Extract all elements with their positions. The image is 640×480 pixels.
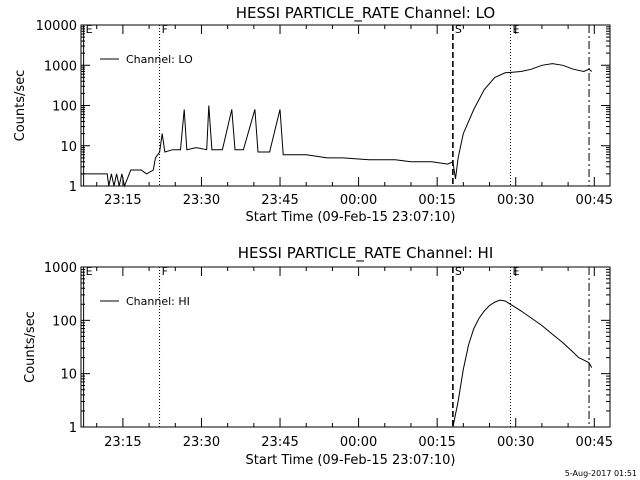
x-tick-label: 23:45 [261,435,298,450]
x-tick-label: 00:15 [418,193,455,208]
y-tick-label: 10 [60,368,77,383]
chart-title: HESSI PARTICLE_RATE Channel: LO [236,4,495,23]
event-marker-label: F [162,23,168,36]
event-marker-label: E [512,265,519,278]
event-marker-label: S [455,23,462,36]
lo-channel-plot: HESSI PARTICLE_RATE Channel: LO 1 10 100 100… [13,4,613,225]
x-tick-label: 00:45 [576,435,613,450]
event-marker-label: E [86,265,93,278]
y-tick-label: 1 [69,180,77,195]
series-line [81,63,593,188]
x-axis-label: Start Time (09-Feb-15 23:07:10) [246,210,456,225]
y-tick-label: 1000 [44,59,77,74]
legend-label: Channel: LO [126,53,193,66]
series-line [452,299,593,428]
x-tick-label: 00:45 [576,193,613,208]
y-tick-label: 10000 [36,19,77,34]
plot-frame [80,266,611,428]
x-axis-label: Start Time (09-Feb-15 23:07:10) [246,453,456,468]
x-tick-label: 23:15 [104,193,141,208]
x-tick-label: 23:30 [183,435,220,450]
x-tick-label: 00:00 [340,193,377,208]
chart-title: HESSI PARTICLE_RATE Channel: HI [238,244,494,263]
y-tick-label: 10 [60,140,77,155]
event-marker-label: S [455,265,462,278]
y-tick-label: 1 [69,421,77,436]
y-axis-label: Counts/sec [23,311,38,383]
y-tick-label: 1000 [44,261,77,276]
event-marker-label: E [86,23,93,36]
x-tick-label: 00:15 [418,435,455,450]
y-tick-label: 100 [52,100,77,115]
y-tick-label: 100 [52,314,77,329]
hi-channel-plot: HESSI PARTICLE_RATE Channel: HI 1 10 100 100… [23,244,613,468]
event-marker-label: E [512,23,519,36]
x-tick-label: 00:30 [497,435,534,450]
plot-frame [80,24,611,187]
x-tick-label: 00:00 [340,435,377,450]
x-tick-label: 23:30 [183,193,220,208]
y-axis-label: Counts/sec [13,70,28,142]
footer-timestamp: 5-Aug-2017 01:51 [565,469,637,478]
x-tick-label: 00:30 [497,193,534,208]
legend-label: Channel: HI [126,295,190,308]
x-tick-label: 23:45 [261,193,298,208]
x-tick-label: 23:15 [104,435,141,450]
event-marker-label: F [162,265,168,278]
